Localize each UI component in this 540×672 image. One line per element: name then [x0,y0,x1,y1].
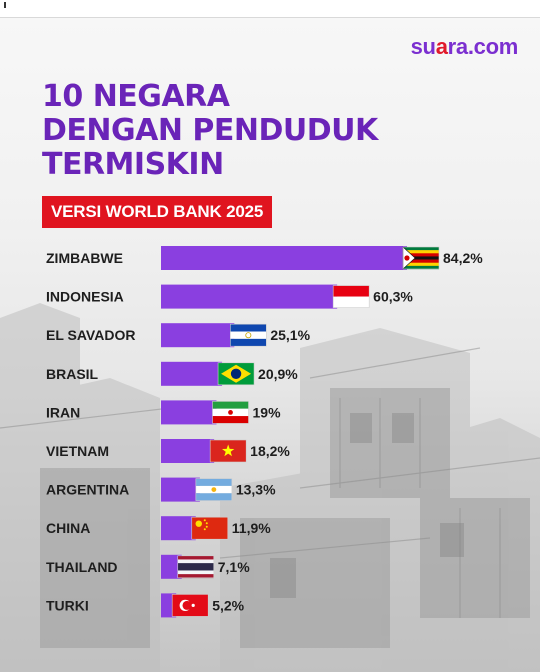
indonesia-flag-icon [332,285,370,308]
bar [161,361,223,386]
value-label: 11,9% [232,520,271,536]
category-label: CHINA [46,520,90,536]
subtitle-badge: VERSI WORLD BANK 2025 [42,196,273,228]
category-label: ZIMBABWE [46,250,123,266]
category-label: THAILAND [46,559,118,575]
bar [161,284,338,309]
title-line: TERMISKIN [42,147,224,182]
bar [161,323,235,348]
bar-chart: ZIMBABWE 84,2% INDONESIA 60,3% EL SAVADOR 25,… [46,246,483,618]
value-label: 5,2% [212,597,244,613]
bar [161,246,407,270]
china-flag-icon [191,516,229,540]
argentina-flag-icon [195,478,233,501]
bar [161,516,196,541]
category-label: ARGENTINA [46,482,129,498]
page-title: 10 NEGARA DENGAN PENDUDUK TERMISKIN [42,80,482,182]
brand-logo: suara.com [410,34,519,59]
turkey-flag-icon [171,594,209,617]
title-line: DENGAN PENDUDUK [42,113,378,148]
bar [161,554,182,579]
category-label: BRASIL [46,366,99,382]
category-label: INDONESIA [46,289,124,305]
zimbabwe-flag-icon [402,246,440,270]
value-label: 60,3% [373,289,413,305]
category-label: VIETNAM [46,443,109,459]
category-label: EL SAVADOR [46,327,135,343]
iran-flag-icon [212,401,249,424]
el-salvador-flag-icon [230,323,267,347]
category-label: IRAN [46,404,80,420]
title-line: 10 NEGARA [42,79,230,114]
value-label: 18,2% [250,443,290,459]
vietnam-flag-icon [209,439,247,463]
thailand-flag-icon [177,555,215,579]
category-label: TURKI [46,597,89,613]
value-label: 7,1% [218,559,250,575]
bar [161,400,217,425]
value-label: 19% [253,404,282,420]
value-label: 84,2% [443,250,483,266]
bar [161,477,200,502]
status-strip [0,0,540,18]
infographic-card: suara.com 10 NEGARA DENGAN PENDUDUK TERM… [0,18,540,672]
value-label: 13,3% [236,482,276,498]
bar [161,439,215,463]
value-label: 20,9% [258,366,298,382]
slum-background-illustration [0,303,540,672]
value-label: 25,1% [270,327,310,343]
brazil-flag-icon [217,362,255,386]
